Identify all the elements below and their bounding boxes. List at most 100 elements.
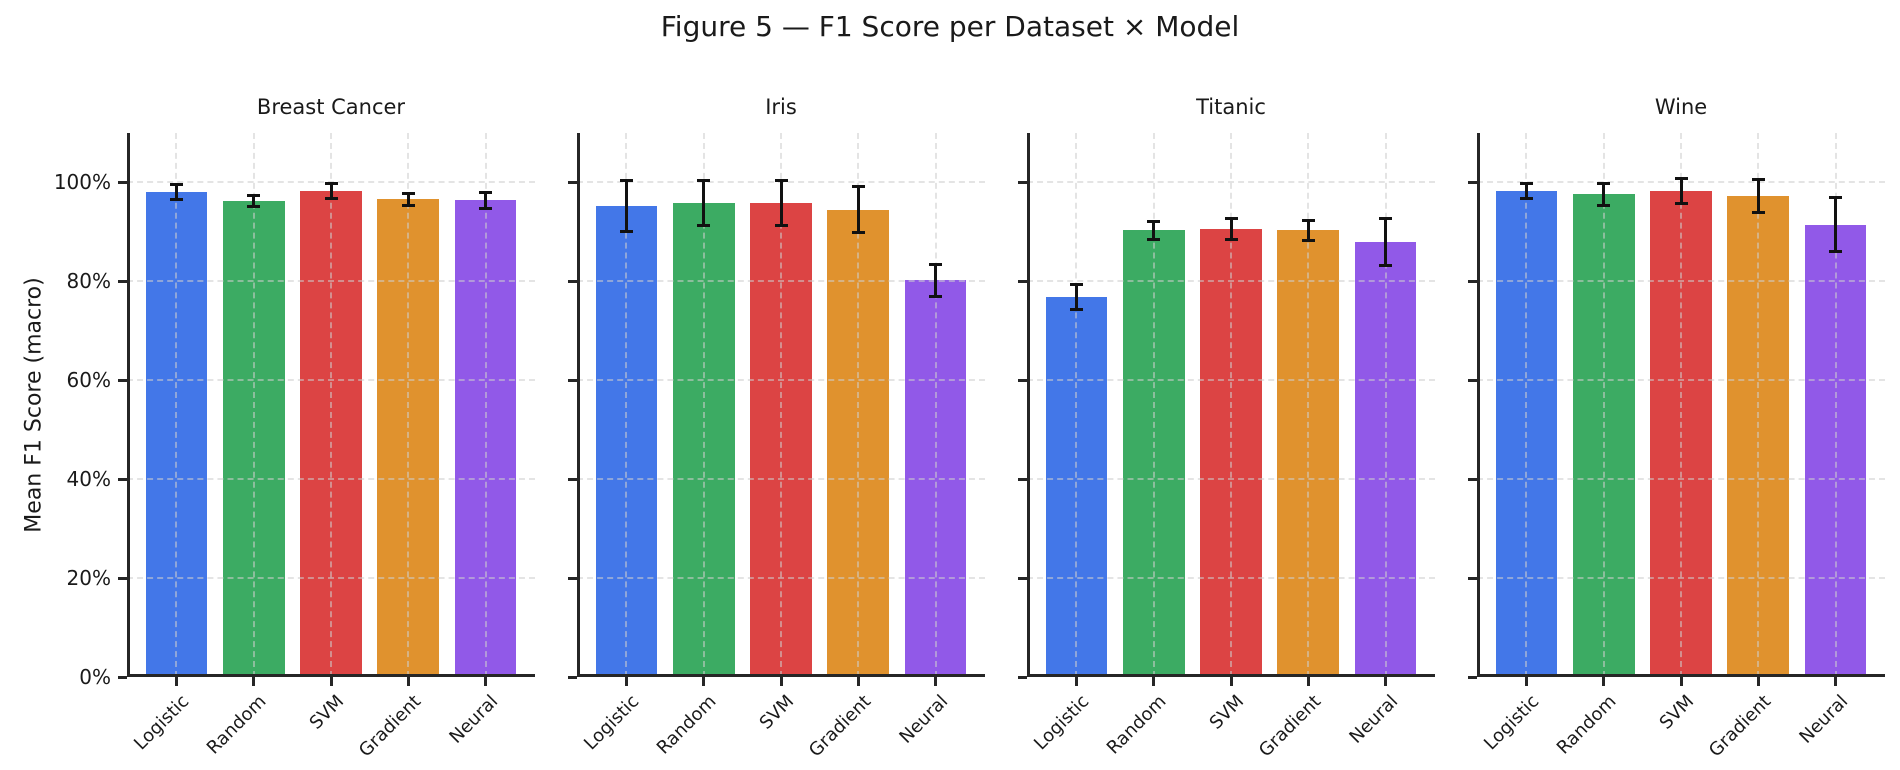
y-tick-label: 40% [66,467,111,492]
x-tick-mark [624,677,628,686]
error-bar-cap-top [697,178,711,182]
y-tick-mark [1018,279,1027,283]
gridline-vertical [175,133,178,677]
x-tick-label-text: Gradient [804,691,876,762]
y-tick-label: 100% [53,170,111,195]
gridline-vertical [1680,133,1682,677]
error-bar-gradient [1306,220,1310,241]
gridline-vertical [1075,133,1078,677]
y-tick-mark [1468,378,1477,382]
error-bar-cap-top [479,190,493,194]
y-tick-mark [1018,675,1027,679]
x-tick-mark [484,677,488,686]
error-bar-cap-top [1519,182,1533,186]
y-tick-mark [1468,675,1477,679]
subplot-title: Titanic [1196,95,1266,119]
error-bar-cap-bottom [1674,201,1688,205]
error-bar-svm [1679,178,1683,204]
error-bar-cap-bottom [697,223,711,227]
error-bar-neural [484,192,488,209]
error-bar-cap-bottom [479,206,493,210]
x-tick-label-text: Neural [895,691,953,748]
error-bar-cap-top [1224,216,1238,220]
error-bar-cap-bottom [1597,203,1611,207]
error-bar-cap-bottom [619,229,633,233]
error-bar-cap-bottom [1379,264,1393,268]
error-bar-cap-bottom [1301,238,1315,242]
error-bar-cap-bottom [774,223,788,227]
x-tick-label-text: Logistic [1480,691,1544,755]
x-tick-label-text: Logistic [1030,691,1094,755]
error-bar-cap-bottom [1069,308,1083,312]
x-tick-label-text: Logistic [580,691,644,755]
x-tick-label-text: SVM [305,691,348,734]
gridline-vertical [330,133,332,677]
x-tick-mark [1524,677,1528,686]
error-bar-cap-top [1069,283,1083,287]
x-tick-label-text: Logistic [130,691,194,755]
x-tick-mark [1384,677,1388,686]
error-bar-cap-top [1674,177,1688,180]
error-bar-cap-top [1597,181,1611,185]
y-tick-mark [1018,576,1027,580]
gridline-vertical [407,133,410,677]
y-tick-mark [118,279,127,283]
y-tick-mark [568,180,577,184]
error-bar-logistic [624,180,628,232]
error-bar-cap-top [1379,216,1393,220]
x-tick-mark [1756,677,1760,686]
y-tick-mark [118,675,127,679]
error-bar-svm [329,183,333,199]
gridline-vertical [1230,133,1232,677]
subplot-panel-breast-cancer: Breast Cancer 0% 20% 40% 60% 80% 100% Logistic R… [54,95,535,761]
error-bar-cap-top [1147,220,1161,224]
x-tick-mark [1152,677,1156,686]
axis-spine-left [577,133,580,677]
error-bar-random [702,180,706,225]
gridline-vertical [252,133,255,677]
y-tick-mark [1468,477,1477,481]
x-tick-label-text: Gradient [354,691,426,762]
error-bar-cap-top [1301,219,1315,223]
subplot-panel-iris: Iris Logistic Random SVM Gradient Neural [568,95,985,761]
y-tick-mark [1468,576,1477,580]
error-bar-cap-bottom [851,231,865,235]
gridline-vertical [702,133,705,677]
y-tick-mark [568,477,577,481]
y-tick-mark [568,279,577,283]
x-tick-mark [406,677,410,686]
error-bar-cap-top [774,179,788,183]
error-bar-gradient [1756,180,1760,213]
gridline-vertical [484,133,487,677]
error-bar-logistic [174,184,178,200]
figure-title: Figure 5 — F1 Score per Dataset × Model [660,10,1240,43]
x-tick-mark [329,677,333,686]
subplot-panel-titanic: Titanic Logistic Random SVM Gradient Neural [1018,95,1435,761]
error-bar-neural [1834,197,1838,252]
y-axis-label: Mean F1 Score (macro) [21,277,47,533]
x-tick-mark [1229,677,1233,686]
gridline-vertical [1834,133,1837,677]
x-tick-mark [1602,677,1606,686]
x-tick-label-text: Random [203,691,271,759]
y-tick-mark [568,675,577,679]
y-tick-mark [118,378,127,382]
error-bar-cap-bottom [1519,197,1533,201]
x-tick-mark [252,677,256,686]
axis-spine-left [1027,133,1030,677]
error-bar-random [1152,221,1156,240]
error-bar-cap-bottom [247,205,261,209]
x-tick-mark [174,677,178,686]
y-tick-mark [118,180,127,184]
y-tick-mark [1018,477,1027,481]
y-tick-mark [118,477,127,481]
axis-spine-bottom [127,674,535,677]
x-tick-mark [702,677,706,686]
error-bar-neural [934,264,938,297]
x-tick-mark [1834,677,1838,686]
x-tick-mark [779,677,783,686]
gridline-vertical [857,133,860,677]
subplot-title: Iris [765,95,797,119]
gridline-vertical [1152,133,1155,677]
